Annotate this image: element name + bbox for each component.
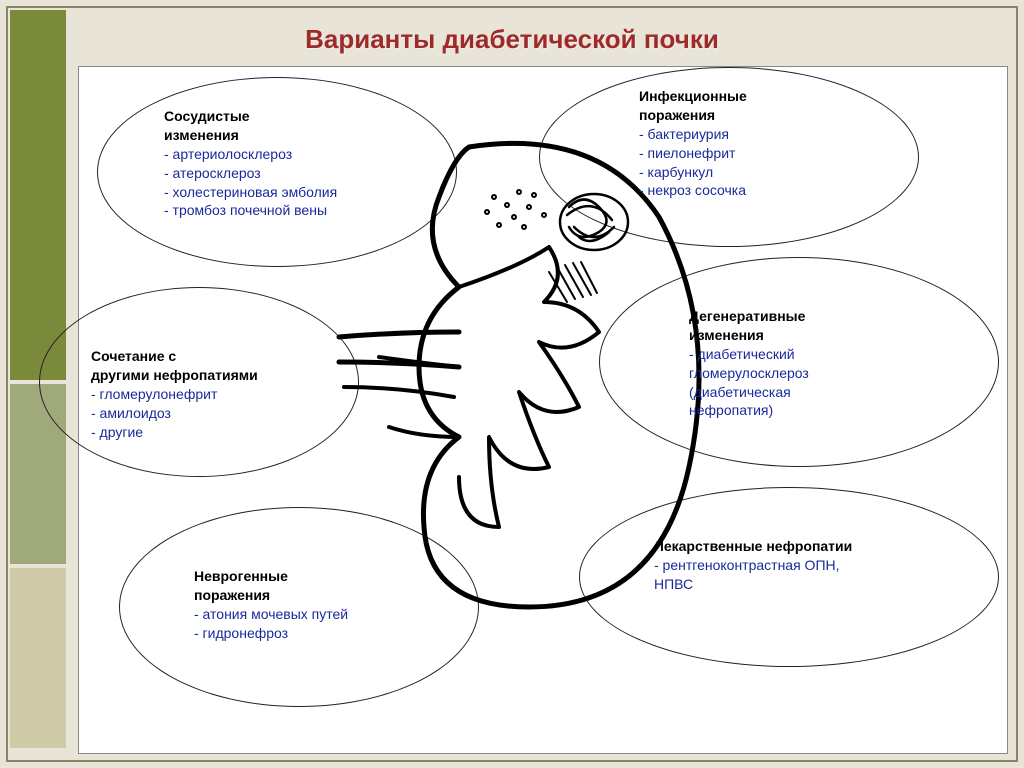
item: - амилоидоз xyxy=(91,404,258,423)
heading: Инфекционные поражения xyxy=(639,87,747,125)
label-drug: Лекарственные нефропатии - рентгеноконтр… xyxy=(654,537,852,594)
item: нефропатия) xyxy=(689,401,809,420)
sidebar-block xyxy=(10,10,66,380)
item: - холестериновая эмболия xyxy=(164,183,337,202)
label-vascular: Сосудистыеизменения - артериолосклероз -… xyxy=(164,107,337,220)
sidebar-block xyxy=(10,568,66,748)
item: - пиелонефрит xyxy=(639,144,747,163)
heading: Дегенеративныеизменения xyxy=(689,307,809,345)
item: - некроз сосочка xyxy=(639,181,747,200)
item: - артериолосклероз xyxy=(164,145,337,164)
label-combo: Сочетание сдругими нефропатиями - гломер… xyxy=(91,347,258,441)
item: - рентгеноконтрастная ОПН, xyxy=(654,556,852,575)
diagram-content: Сосудистыеизменения - артериолосклероз -… xyxy=(78,66,1008,754)
item: гломерулосклероз xyxy=(689,364,809,383)
heading: Лекарственные нефропатии xyxy=(654,537,852,556)
heading: Сосудистыеизменения xyxy=(164,107,337,145)
item: - атеросклероз xyxy=(164,164,337,183)
item: - карбункул xyxy=(639,163,747,182)
item: - бактериурия xyxy=(639,125,747,144)
label-infectious: Инфекционные поражения - бактериурия - п… xyxy=(639,87,747,200)
heading: Неврогенныепоражения xyxy=(194,567,348,605)
item: - тромбоз почечной вены xyxy=(164,201,337,220)
heading: Сочетание сдругими нефропатиями xyxy=(91,347,258,385)
item: - гломерулонефрит xyxy=(91,385,258,404)
item: (диабетическая xyxy=(689,383,809,402)
item: - диабетический xyxy=(689,345,809,364)
item: - атония мочевых путей xyxy=(194,605,348,624)
slide-title: Варианты диабетической почки xyxy=(0,24,1024,55)
item: - гидронефроз xyxy=(194,624,348,643)
item: НПВС xyxy=(654,575,852,594)
label-degen: Дегенеративныеизменения - диабетический … xyxy=(689,307,809,420)
label-neuro: Неврогенныепоражения - атония мочевых пу… xyxy=(194,567,348,643)
item: - другие xyxy=(91,423,258,442)
